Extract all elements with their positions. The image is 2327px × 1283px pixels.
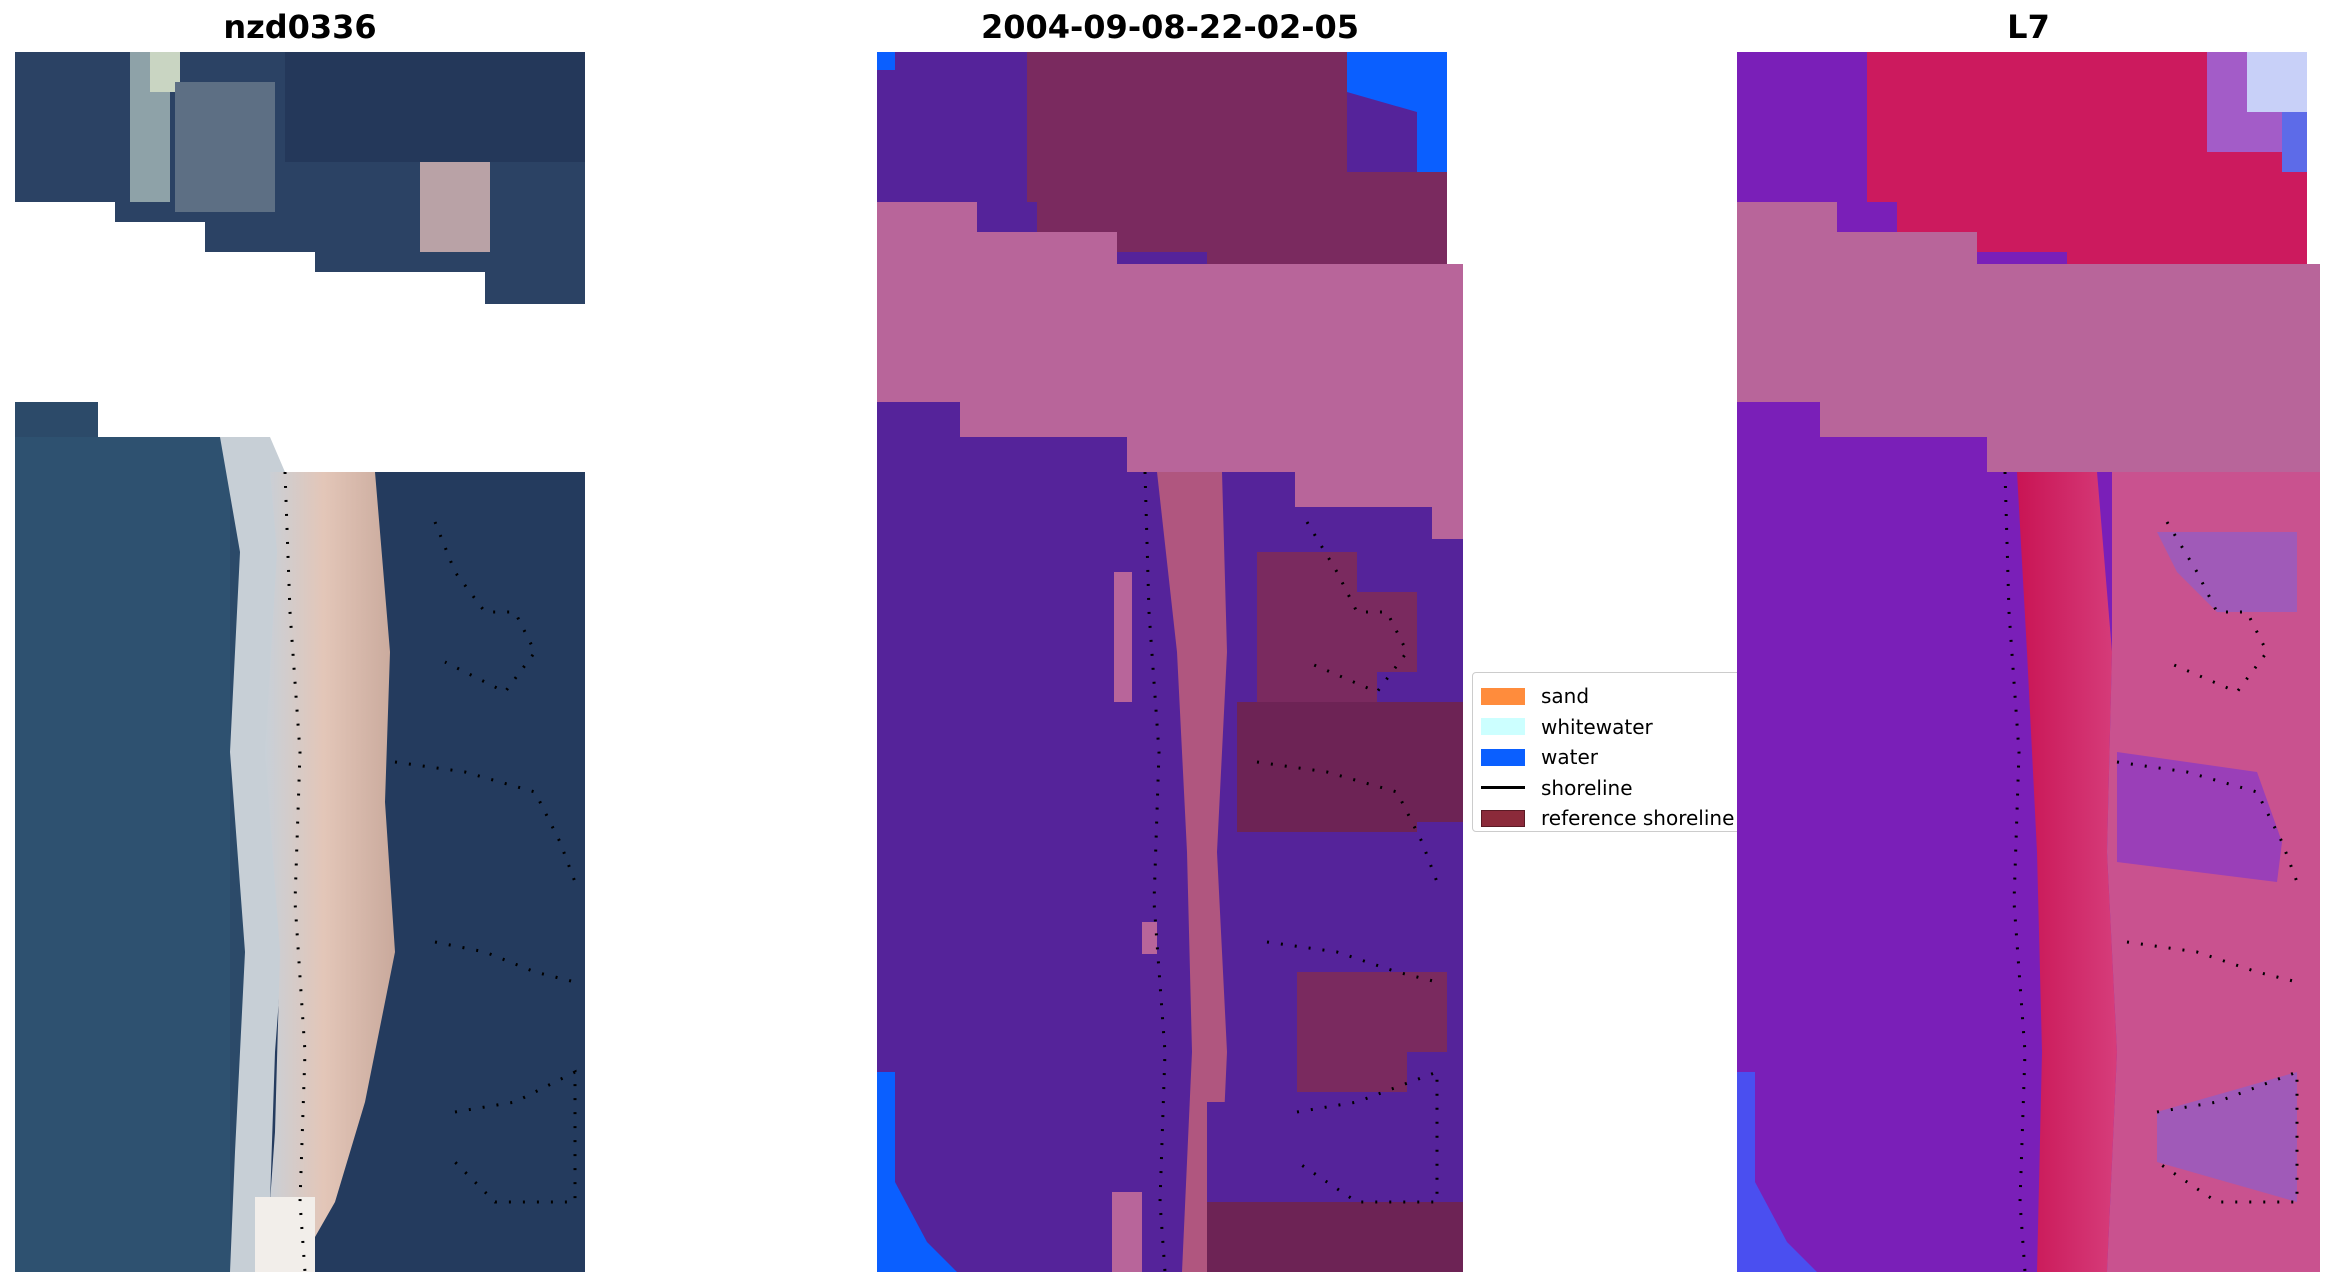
legend-label-shoreline: shoreline: [1541, 775, 1633, 800]
class-shoreline: [1143, 471, 1167, 1272]
legend-item-sand: sand: [1481, 681, 1743, 712]
legend-item-reference-shoreline: reference shoreline: [1481, 803, 1743, 834]
class-sand-block-top: [1027, 52, 1447, 304]
panel-title-date: 2004-09-08-22-02-05: [980, 8, 1360, 46]
class-reference-band: [877, 202, 1463, 539]
legend-item-whitewater: whitewater: [1481, 712, 1743, 743]
legend-line-shoreline: [1481, 786, 1525, 790]
panel-title-image-name: nzd0336: [223, 8, 377, 46]
legend-label-water: water: [1541, 745, 1598, 770]
legend-item-water: water: [1481, 742, 1743, 773]
legend-label-sand: sand: [1541, 684, 1590, 709]
rgb-shoreline: [283, 471, 307, 1272]
class-water-topright: [1347, 52, 1447, 172]
index-water-bottomleft: [1737, 1072, 1817, 1272]
classified-image-panel: [877, 52, 1463, 1272]
index-image-panel: [1737, 52, 2320, 1272]
legend-item-shoreline: shoreline: [1481, 773, 1743, 804]
legend-swatch-sand: [1481, 687, 1525, 705]
legend-label-reference-shoreline: reference shoreline: [1541, 806, 1735, 831]
legend-swatch-water: [1481, 748, 1525, 766]
class-beach-strip: [1157, 472, 1227, 1272]
legend-swatch-whitewater: [1481, 718, 1525, 736]
panel-title-satellite: L7: [2007, 8, 2050, 46]
rgb-image-panel: [15, 52, 585, 1272]
index-reference-band: [1737, 202, 2320, 539]
index-beach-strip: [2017, 472, 2117, 1272]
legend: sand whitewater water shoreline referenc…: [1472, 672, 1744, 832]
class-water-bottomleft: [877, 1072, 957, 1272]
index-shoreline: [2003, 471, 2027, 1272]
legend-swatch-reference-shoreline: [1481, 809, 1525, 827]
legend-label-whitewater: whitewater: [1541, 714, 1653, 739]
